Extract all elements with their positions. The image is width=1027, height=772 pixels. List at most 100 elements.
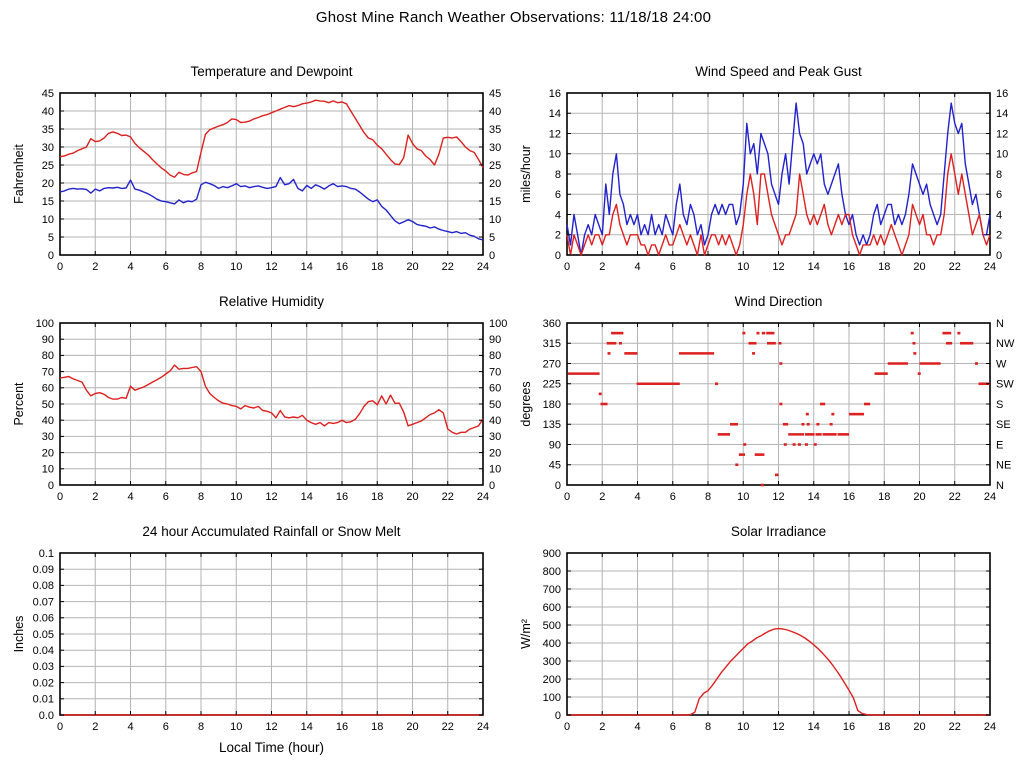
svg-text:0: 0: [564, 261, 570, 273]
svg-text:0: 0: [996, 250, 1002, 262]
svg-text:8: 8: [705, 261, 711, 273]
svg-text:20: 20: [406, 491, 418, 503]
svg-text:S: S: [996, 399, 1003, 411]
chart-rainfall: 24 hour Accumulated Rainfall or Snow Mel…: [10, 518, 510, 755]
chart-solar-irradiance: Solar Irradiance 0 2 4 6 8 10 12 14 16 18 20 22 24 0 1…: [517, 518, 1017, 748]
svg-text:10: 10: [230, 261, 242, 273]
svg-text:70: 70: [489, 366, 501, 378]
svg-text:10: 10: [230, 491, 242, 503]
svg-text:70: 70: [42, 366, 54, 378]
svg-text:400: 400: [543, 638, 561, 650]
svg-text:100: 100: [543, 692, 561, 704]
svg-text:14: 14: [808, 491, 820, 503]
svg-text:6: 6: [670, 491, 676, 503]
svg-text:25: 25: [42, 160, 54, 172]
svg-text:N: N: [996, 318, 1004, 330]
svg-text:20: 20: [42, 447, 54, 459]
svg-text:15: 15: [489, 196, 501, 208]
svg-text:60: 60: [42, 383, 54, 395]
svg-text:4: 4: [127, 721, 133, 733]
svg-text:16: 16: [843, 491, 855, 503]
svg-text:Fahrenheit: Fahrenheit: [12, 144, 26, 204]
svg-text:360: 360: [543, 318, 561, 330]
svg-text:W: W: [996, 358, 1007, 370]
svg-text:315: 315: [543, 338, 561, 350]
svg-text:0: 0: [564, 721, 570, 733]
svg-text:20: 20: [913, 261, 925, 273]
chart-temperature-dewpoint: Temperature and Dewpoint 0 2 4 6 8 10 12 14 16 18…: [10, 58, 510, 288]
svg-text:10: 10: [489, 214, 501, 226]
svg-text:24: 24: [984, 491, 996, 503]
svg-text:180: 180: [543, 399, 561, 411]
svg-text:14: 14: [808, 261, 820, 273]
svg-text:12: 12: [996, 128, 1008, 140]
svg-text:SW: SW: [996, 379, 1014, 391]
svg-text:10: 10: [42, 214, 54, 226]
svg-text:10: 10: [737, 721, 749, 733]
svg-text:22: 22: [442, 721, 454, 733]
svg-text:90: 90: [549, 439, 561, 451]
chart-wind-speed-gust: Wind Speed and Peak Gust 0 2 4 6 8 10 12 14 16 18…: [517, 58, 1017, 288]
svg-text:20: 20: [489, 178, 501, 190]
svg-text:W/m²: W/m²: [519, 619, 533, 649]
svg-text:8: 8: [996, 169, 1002, 181]
svg-text:90: 90: [42, 334, 54, 346]
svg-text:0: 0: [489, 480, 495, 492]
svg-text:16: 16: [336, 491, 348, 503]
svg-text:40: 40: [42, 106, 54, 118]
svg-text:40: 40: [489, 415, 501, 427]
svg-text:8: 8: [705, 491, 711, 503]
svg-text:16: 16: [843, 721, 855, 733]
svg-text:500: 500: [543, 620, 561, 632]
svg-text:0.08: 0.08: [33, 580, 54, 592]
svg-text:20: 20: [406, 721, 418, 733]
svg-text:20: 20: [406, 261, 418, 273]
chart-wind-direction: Wind Direction 0 2 4 6 8 10 12 14 16 18 20 22 24 0 N 45…: [517, 288, 1017, 518]
rainfall-plot: 0 2 4 6 8 10 12 14 16 18 20 22 240.00.010.020.030.04…: [12, 548, 489, 733]
svg-text:30: 30: [489, 142, 501, 154]
svg-text:E: E: [996, 439, 1003, 451]
svg-text:50: 50: [42, 399, 54, 411]
svg-text:12: 12: [265, 491, 277, 503]
svg-text:18: 18: [371, 721, 383, 733]
svg-text:NW: NW: [996, 338, 1015, 350]
svg-text:22: 22: [949, 491, 961, 503]
svg-text:6: 6: [163, 261, 169, 273]
svg-text:0: 0: [555, 480, 561, 492]
svg-text:100: 100: [489, 318, 507, 330]
svg-text:0.05: 0.05: [33, 629, 54, 641]
svg-text:Inches: Inches: [12, 616, 26, 653]
svg-text:0: 0: [57, 261, 63, 273]
svg-text:12: 12: [265, 261, 277, 273]
svg-text:22: 22: [949, 261, 961, 273]
svg-text:0: 0: [489, 250, 495, 262]
svg-text:8: 8: [705, 721, 711, 733]
svg-text:25: 25: [489, 160, 501, 172]
svg-text:2: 2: [92, 721, 98, 733]
svg-text:2: 2: [599, 261, 605, 273]
svg-text:24: 24: [984, 721, 996, 733]
svg-text:0.03: 0.03: [33, 661, 54, 673]
svg-text:0.09: 0.09: [33, 564, 54, 576]
svg-text:4: 4: [555, 209, 561, 221]
svg-text:10: 10: [489, 464, 501, 476]
svg-text:0: 0: [57, 721, 63, 733]
svg-text:degrees: degrees: [519, 381, 533, 426]
svg-text:2: 2: [92, 261, 98, 273]
svg-text:900: 900: [543, 548, 561, 560]
svg-text:30: 30: [489, 431, 501, 443]
svg-text:0: 0: [564, 491, 570, 503]
svg-text:8: 8: [198, 721, 204, 733]
svg-text:8: 8: [198, 491, 204, 503]
svg-text:50: 50: [489, 399, 501, 411]
svg-text:12: 12: [772, 721, 784, 733]
svg-text:2: 2: [92, 491, 98, 503]
svg-text:24: 24: [477, 261, 489, 273]
svg-text:80: 80: [42, 350, 54, 362]
svg-text:30: 30: [42, 431, 54, 443]
svg-text:16: 16: [843, 261, 855, 273]
chart-title: Temperature and Dewpoint: [190, 64, 353, 79]
